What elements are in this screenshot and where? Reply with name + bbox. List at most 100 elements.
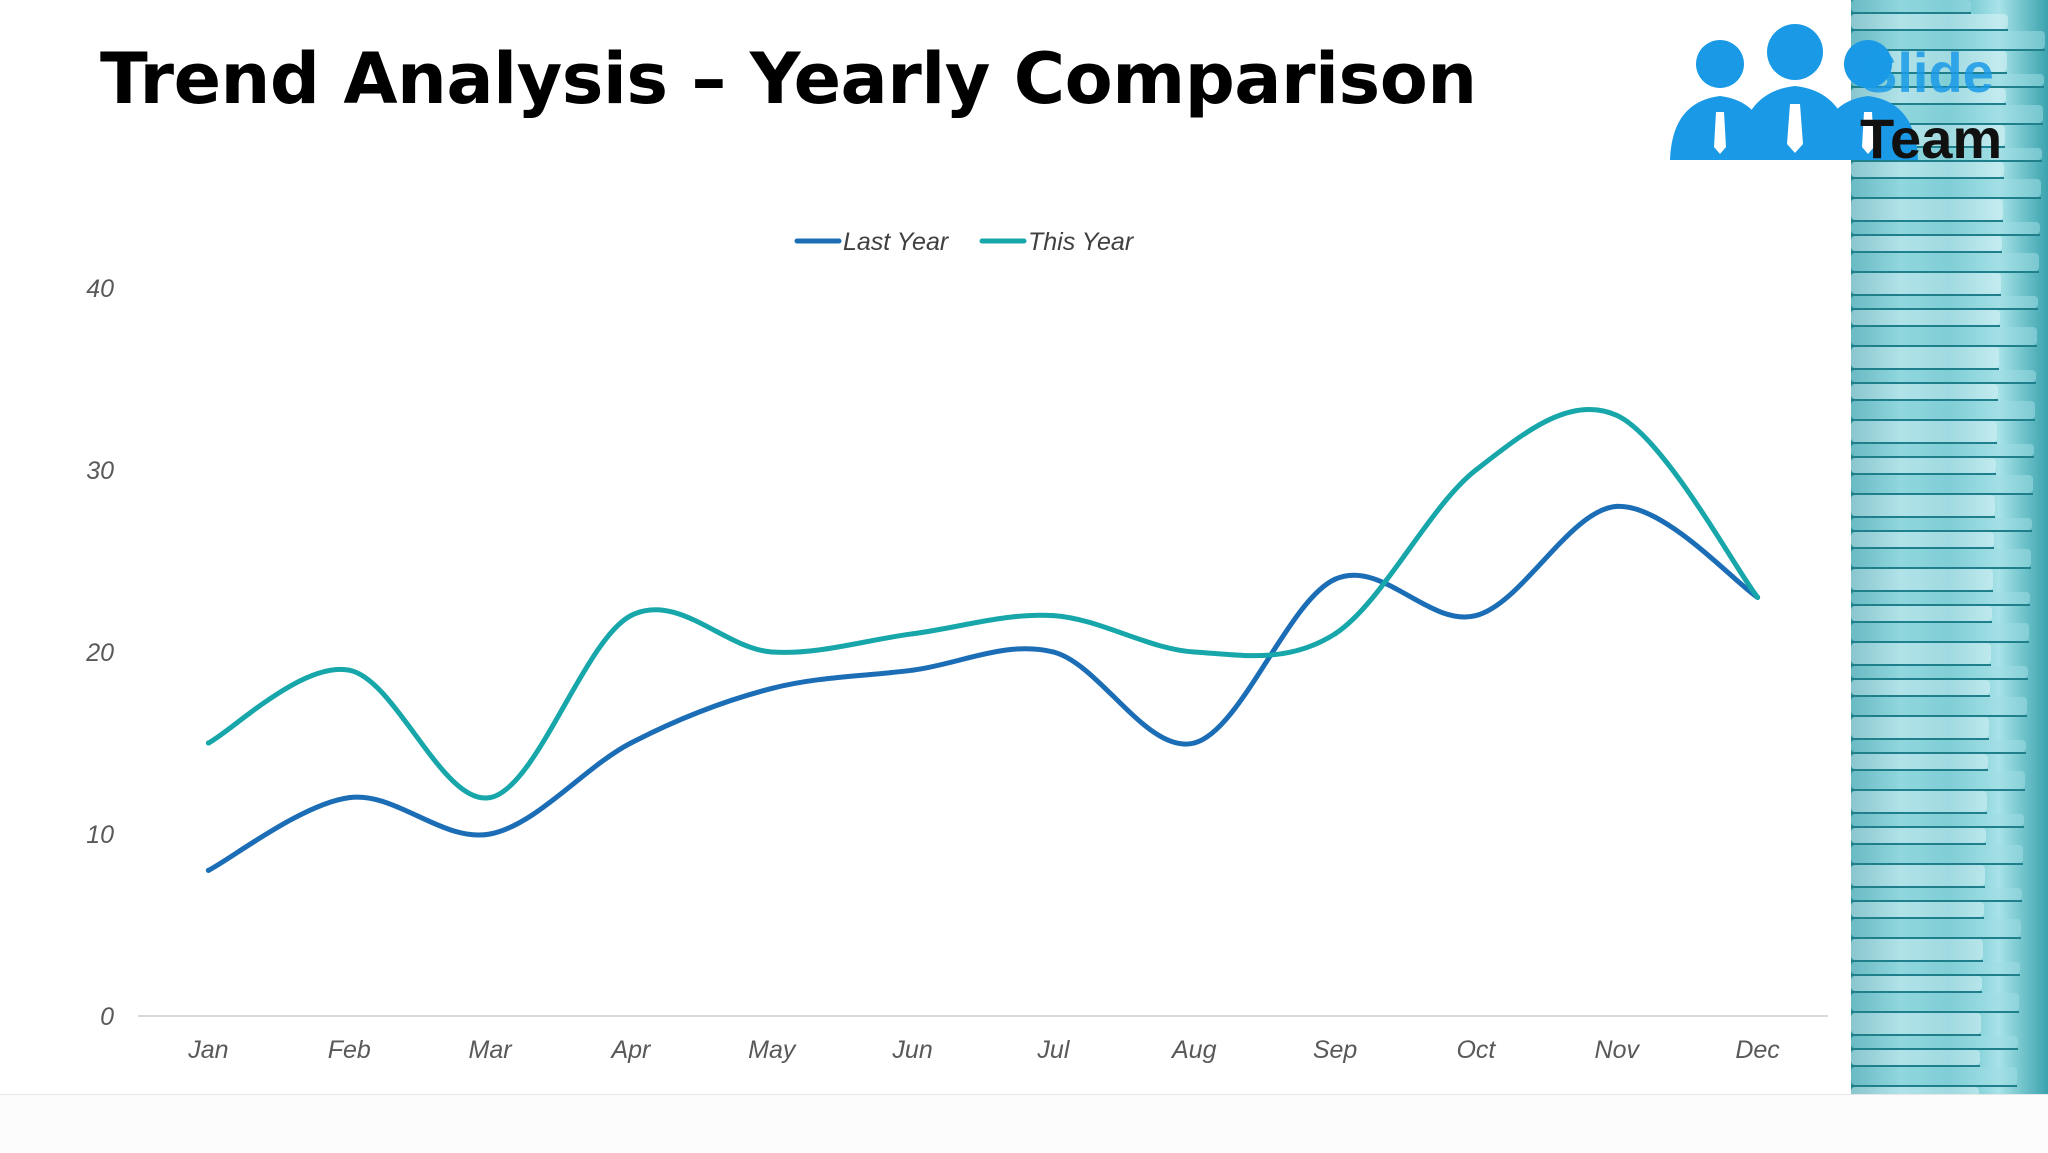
- series-layer: [205, 406, 1761, 873]
- coin-edge: [1851, 1013, 1981, 1034]
- coin-edge: [1851, 771, 2025, 789]
- line-chart: Last Year This Year 0 10 20 30 40 Jan Feb Mar Ap…: [85, 228, 1828, 1064]
- x-tick-label: Jun: [891, 1036, 932, 1064]
- coin-edge: [1851, 919, 2021, 937]
- data-point: [487, 795, 493, 801]
- y-tick-label: 0: [100, 1003, 114, 1031]
- coin-edge: [1851, 495, 1995, 516]
- legend-item: This Year: [979, 228, 1135, 256]
- coin-edge: [1851, 88, 2006, 103]
- coin-edge: [1851, 828, 1986, 843]
- coin-edge: [1851, 384, 1998, 399]
- coin-edge: [1851, 592, 2030, 604]
- data-point: [910, 667, 916, 673]
- three-people-icon: [1670, 24, 1918, 160]
- coin-edge: [1851, 791, 1987, 812]
- data-point: [1614, 412, 1620, 418]
- coin-edge: [1851, 31, 2045, 49]
- data-point: [1191, 649, 1197, 655]
- data-point: [1614, 503, 1620, 509]
- data-point: [1050, 649, 1056, 655]
- legend-label: This Year: [1028, 228, 1135, 256]
- coin-edge: [1851, 347, 1999, 368]
- coin-edge: [1851, 845, 2023, 863]
- x-tick-label: Mar: [469, 1036, 514, 1064]
- y-tick-label: 30: [86, 457, 114, 485]
- coin-edge: [1851, 697, 2027, 715]
- coin-edge: [1851, 1036, 2018, 1048]
- coin-edge: [1851, 549, 2031, 567]
- coin-stacks-graphic: [1851, 0, 2045, 1094]
- data-point: [1050, 613, 1056, 619]
- y-axis: 0 10 20 30 40: [85, 275, 114, 1031]
- coin-edge: [1851, 296, 2038, 308]
- coin-edge: [1851, 643, 1991, 664]
- x-tick-label: Dec: [1735, 1036, 1780, 1064]
- coin-edge: [1851, 458, 1996, 473]
- footer-band: [0, 1094, 2048, 1153]
- coin-edge: [1851, 740, 2026, 752]
- data-point: [1332, 576, 1338, 582]
- x-tick-label: Oct: [1456, 1036, 1496, 1064]
- x-tick-label: Jan: [187, 1036, 228, 1064]
- data-point: [346, 795, 352, 801]
- coin-edge: [1851, 888, 2022, 900]
- coin-edge: [1851, 754, 1988, 769]
- coin-edge: [1851, 1087, 1979, 1094]
- coin-edge: [1851, 976, 1982, 991]
- coin-edge: [1851, 623, 2029, 641]
- y-tick-label: 40: [86, 275, 114, 303]
- coin-edge: [1851, 569, 1993, 590]
- coin-edge: [1851, 717, 1989, 738]
- slide-title: Trend Analysis – Yearly Comparison: [100, 38, 1477, 120]
- coin-edge: [1851, 475, 2033, 493]
- coin-edge: [1851, 666, 2028, 678]
- coin-edge: [1851, 310, 2000, 325]
- series-line-last-year: [205, 503, 1761, 873]
- coin-edge: [1851, 273, 2001, 294]
- x-tick-label: Aug: [1170, 1036, 1217, 1064]
- coin-edge: [1851, 401, 2035, 419]
- data-point: [205, 740, 211, 746]
- chart-legend: Last Year This Year: [794, 228, 1135, 256]
- coin-edge: [1851, 1067, 2017, 1085]
- coin-edge: [1851, 444, 2034, 456]
- x-tick-label: Apr: [609, 1036, 652, 1064]
- y-tick-label: 10: [86, 821, 114, 849]
- data-point: [1191, 740, 1197, 746]
- logo-text-top: Slide: [1860, 41, 1994, 104]
- coin-edge: [1851, 902, 1984, 917]
- coin-edge: [1851, 14, 2008, 29]
- y-tick-label: 20: [85, 639, 114, 667]
- coin-edge: [1851, 606, 1992, 621]
- data-point: [346, 667, 352, 673]
- coin-edge: [1851, 865, 1985, 886]
- data-point: [769, 685, 775, 691]
- coin-edge: [1851, 518, 2032, 530]
- coin-edge: [1851, 0, 1971, 12]
- logo-text-bottom: Team: [1860, 107, 2002, 170]
- data-point: [205, 867, 211, 873]
- x-tick-label: Nov: [1595, 1036, 1641, 1064]
- coin-edge: [1851, 199, 2003, 220]
- coin-edge: [1851, 814, 2024, 826]
- data-point: [1755, 594, 1761, 600]
- x-tick-label: Jul: [1036, 1036, 1070, 1064]
- coin-edge: [1851, 222, 2040, 234]
- data-point: [1473, 467, 1479, 473]
- coin-edge: [1851, 236, 2002, 251]
- coin-edge: [1851, 253, 2039, 271]
- data-point: [1332, 631, 1338, 637]
- coin-edge: [1851, 962, 2020, 974]
- data-point: [628, 740, 634, 746]
- coin-edge: [1851, 370, 2036, 382]
- x-tick-label: May: [748, 1036, 797, 1064]
- coin-edge: [1851, 179, 2041, 197]
- legend-label: Last Year: [843, 228, 950, 256]
- x-tick-label: Feb: [328, 1036, 371, 1064]
- coin-edge: [1851, 327, 2037, 345]
- coin-edge: [1851, 939, 1983, 960]
- coin-edge: [1851, 162, 2004, 177]
- data-point: [1473, 613, 1479, 619]
